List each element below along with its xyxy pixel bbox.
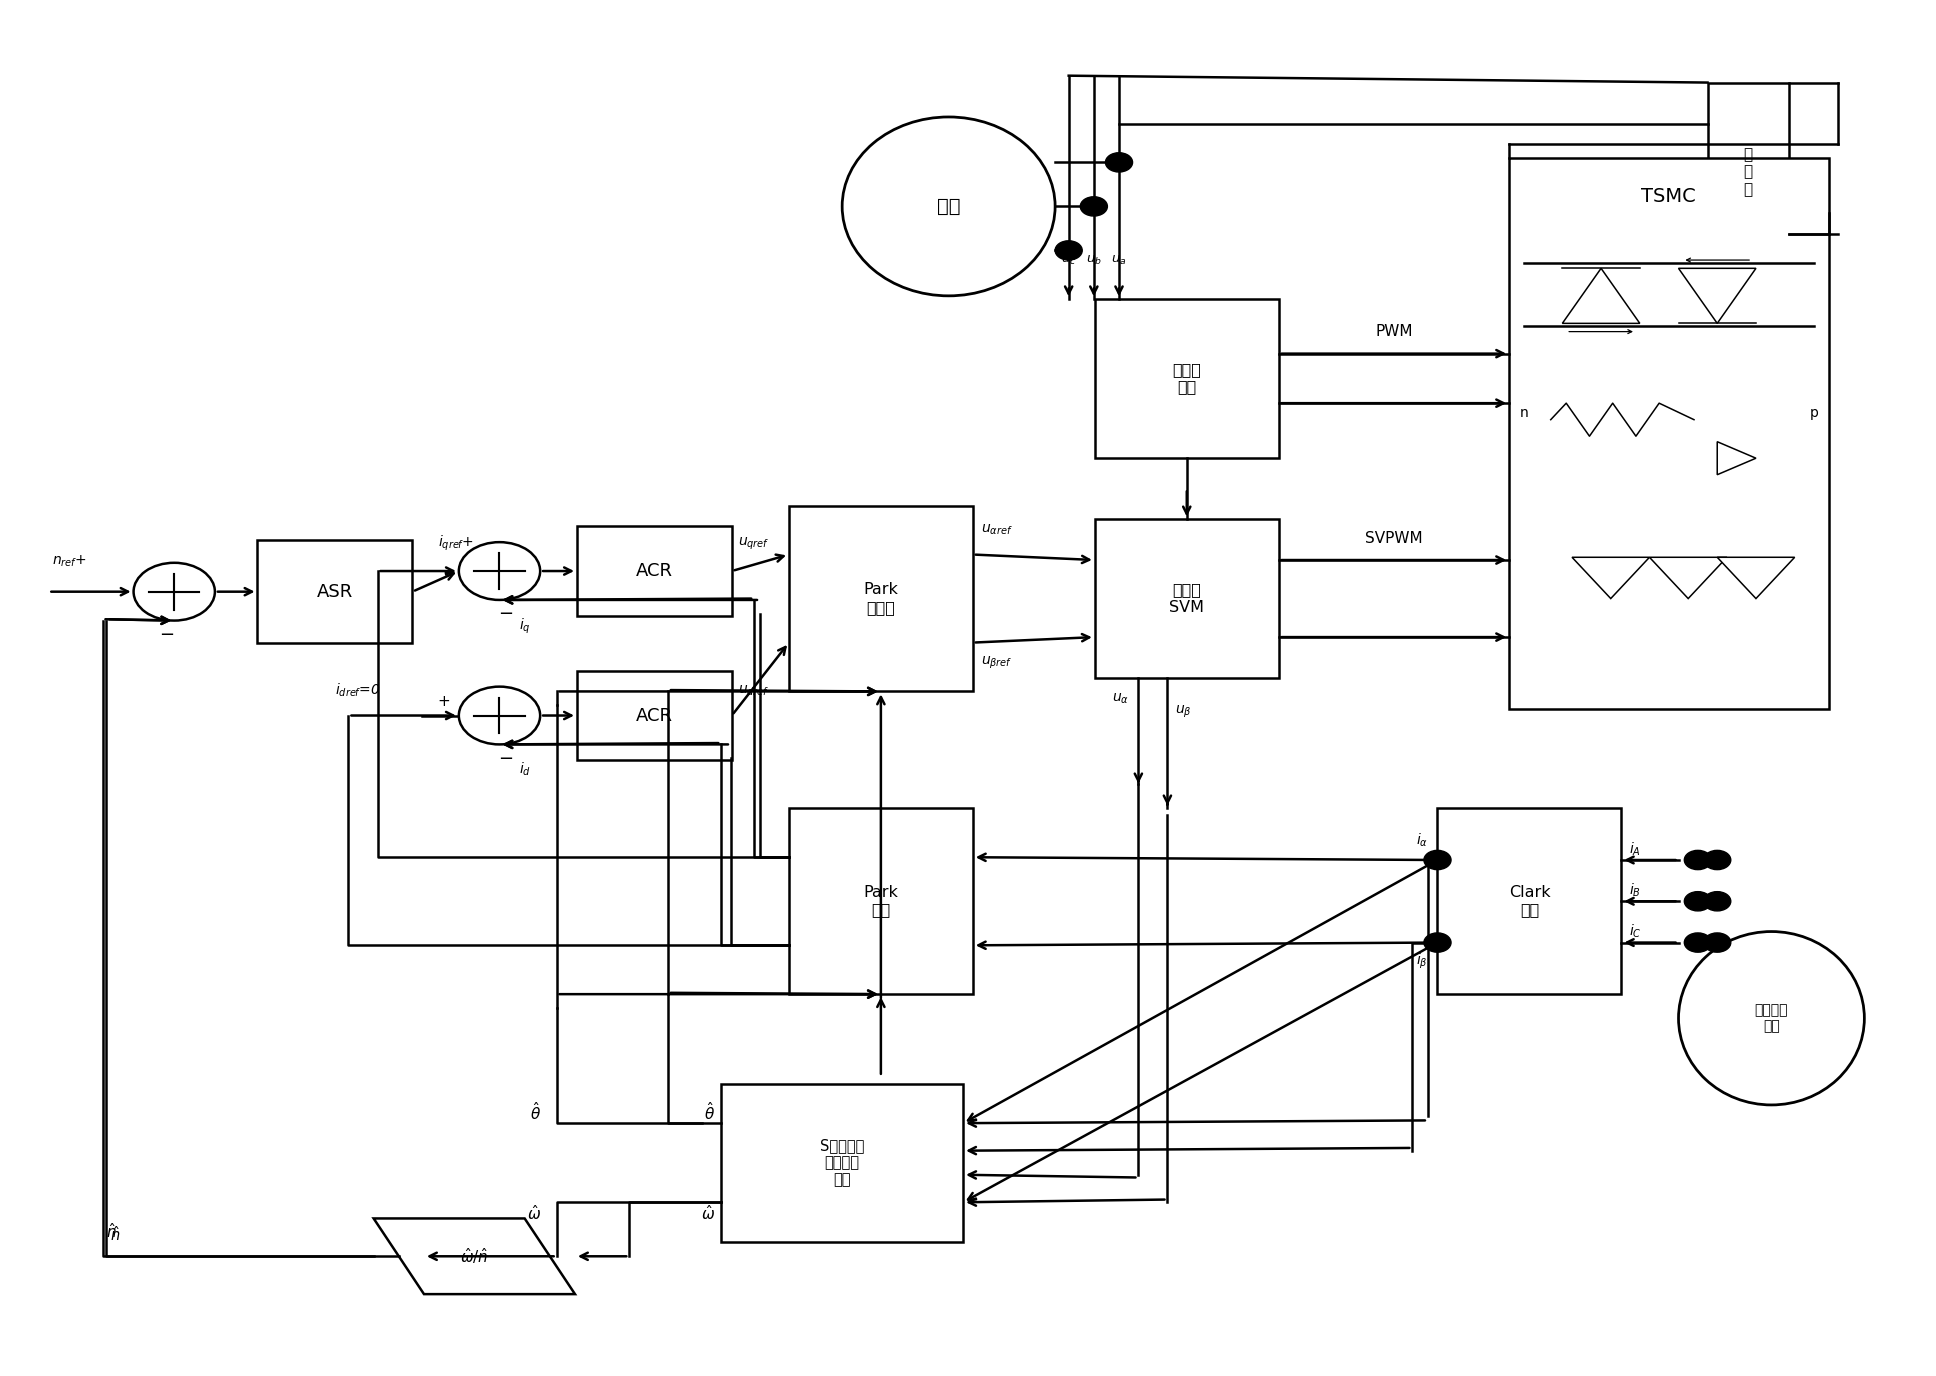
Text: $u_{\alpha}$: $u_{\alpha}$: [1111, 691, 1129, 706]
Text: $u_{\beta}$: $u_{\beta}$: [1175, 705, 1193, 720]
Polygon shape: [1717, 557, 1795, 599]
Text: $\hat{\theta}$: $\hat{\theta}$: [705, 1101, 716, 1123]
Text: $\hat{\omega}$/$\hat{n}$: $\hat{\omega}$/$\hat{n}$: [461, 1247, 488, 1266]
Text: $n_{ref}$+: $n_{ref}$+: [52, 553, 87, 570]
Text: −: −: [498, 605, 513, 623]
Circle shape: [1704, 892, 1731, 911]
Text: n: n: [1520, 406, 1528, 420]
Text: $i_{qref}$+: $i_{qref}$+: [438, 534, 474, 553]
Circle shape: [134, 563, 215, 621]
Bar: [1096, 520, 1280, 678]
Bar: [790, 506, 974, 692]
Bar: [1437, 809, 1622, 995]
Bar: [790, 809, 974, 995]
Polygon shape: [1562, 268, 1640, 323]
Text: S型开关函
数滑模观
测器: S型开关函 数滑模观 测器: [821, 1138, 863, 1187]
Polygon shape: [1717, 442, 1756, 475]
Text: $\hat{n}$: $\hat{n}$: [106, 1222, 116, 1241]
Circle shape: [1425, 850, 1452, 870]
Polygon shape: [1572, 557, 1649, 599]
Bar: [1096, 300, 1280, 458]
Circle shape: [1105, 153, 1133, 172]
Text: 整流级
调制: 整流级 调制: [1173, 362, 1200, 395]
Text: −: −: [159, 626, 174, 644]
Circle shape: [1704, 850, 1731, 870]
Text: $\hat{\omega}$: $\hat{\omega}$: [527, 1204, 540, 1223]
Text: $u_{\alpha ref}$: $u_{\alpha ref}$: [982, 523, 1013, 537]
Text: $i_{\beta}$: $i_{\beta}$: [1415, 952, 1429, 971]
Text: $u_c$: $u_c$: [1061, 255, 1076, 267]
Text: ACR: ACR: [635, 706, 674, 725]
Ellipse shape: [842, 117, 1055, 296]
Ellipse shape: [1679, 932, 1864, 1105]
Bar: [257, 541, 412, 644]
Text: $i_B$: $i_B$: [1630, 882, 1642, 899]
Text: $u_{\beta ref}$: $u_{\beta ref}$: [982, 655, 1013, 671]
Circle shape: [1684, 892, 1711, 911]
Text: +: +: [438, 694, 449, 709]
Text: Park
反变换: Park 反变换: [863, 582, 898, 615]
Text: 逆变级
SVM: 逆变级 SVM: [1169, 582, 1204, 615]
Text: $u_b$: $u_b$: [1086, 255, 1102, 267]
Text: $i_q$: $i_q$: [519, 616, 530, 636]
Circle shape: [1055, 241, 1082, 260]
Polygon shape: [1649, 557, 1727, 599]
Circle shape: [1684, 933, 1711, 952]
Circle shape: [1704, 933, 1731, 952]
Text: Clark
变换: Clark 变换: [1508, 885, 1551, 918]
Text: $\hat{n}$: $\hat{n}$: [110, 1225, 120, 1244]
Text: SVPWM: SVPWM: [1365, 531, 1423, 545]
Bar: [720, 1084, 964, 1241]
Text: $i_d$: $i_d$: [519, 761, 530, 779]
Text: 滤
波
器: 滤 波 器: [1744, 147, 1752, 197]
Text: 电网: 电网: [937, 197, 960, 216]
Circle shape: [1080, 197, 1107, 216]
Text: PWM: PWM: [1375, 325, 1413, 338]
Polygon shape: [374, 1219, 575, 1293]
Circle shape: [1425, 933, 1452, 952]
Text: $\hat{\omega}$: $\hat{\omega}$: [701, 1204, 716, 1223]
Text: $i_{\alpha}$: $i_{\alpha}$: [1415, 832, 1429, 849]
Circle shape: [459, 542, 540, 600]
Text: $u_a$: $u_a$: [1111, 255, 1127, 267]
Text: $u_{qref}$: $u_{qref}$: [738, 535, 769, 552]
Polygon shape: [1679, 268, 1756, 323]
Text: ASR: ASR: [318, 582, 352, 601]
Bar: [577, 671, 732, 761]
Text: $u_{dref}$: $u_{dref}$: [738, 684, 769, 698]
Bar: [577, 527, 732, 616]
Text: −: −: [498, 750, 513, 768]
Text: Park
变换: Park 变换: [863, 885, 898, 918]
Text: ACR: ACR: [635, 561, 674, 581]
Text: $i_{dref}$=0: $i_{dref}$=0: [335, 682, 381, 699]
Text: 永磁同步
电机: 永磁同步 电机: [1754, 1003, 1789, 1033]
Text: p: p: [1810, 406, 1818, 420]
Circle shape: [459, 687, 540, 744]
Text: $i_C$: $i_C$: [1630, 923, 1642, 940]
Bar: [1510, 158, 1828, 709]
Bar: [1708, 83, 1789, 261]
Text: TSMC: TSMC: [1642, 187, 1696, 206]
Text: $i_A$: $i_A$: [1630, 841, 1642, 857]
Text: $\hat{\theta}$: $\hat{\theta}$: [530, 1101, 540, 1123]
Circle shape: [1684, 850, 1711, 870]
